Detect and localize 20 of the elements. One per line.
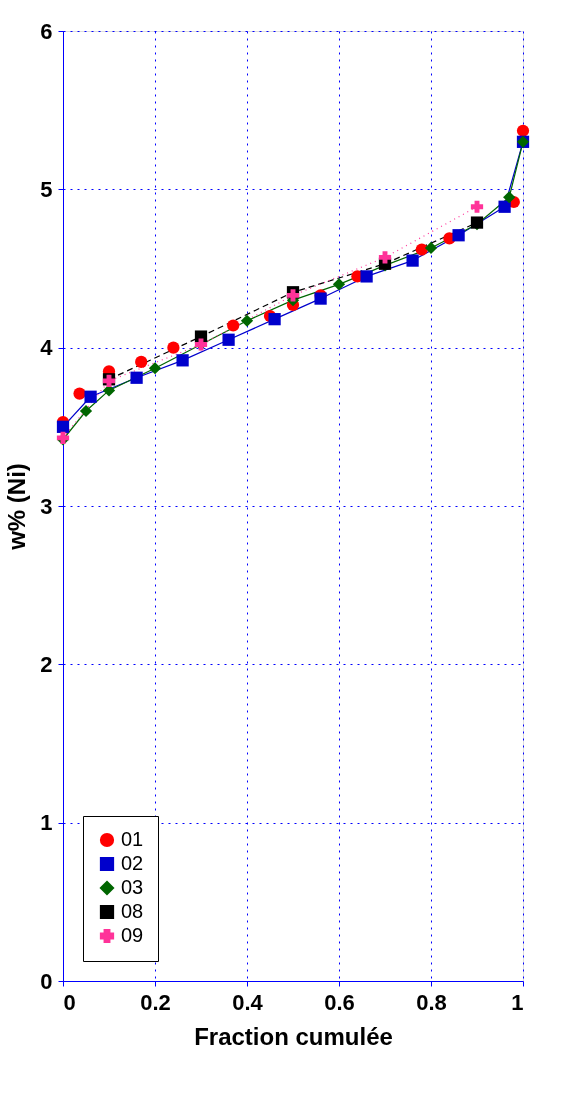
x-tick-label: 0 [63, 989, 76, 1015]
x-tick-label: 0.6 [324, 989, 355, 1015]
y-axis-title: w% (Ni) [3, 463, 31, 551]
y-tick-label: 2 [40, 651, 53, 677]
legend-label: 01 [121, 828, 144, 850]
legend-label: 09 [121, 924, 144, 946]
y-tick-label: 3 [40, 493, 53, 519]
legend-label: 03 [121, 876, 144, 898]
x-tick-label: 0.8 [416, 989, 447, 1015]
x-axis-title: Fraction cumulée [194, 1022, 393, 1050]
y-tick-label: 5 [40, 176, 53, 202]
y-tick-label: 1 [40, 810, 53, 836]
legend-label: 08 [121, 900, 144, 922]
y-tick-label: 4 [40, 335, 54, 361]
y-tick-label: 6 [40, 18, 53, 44]
y-tick-label: 0 [40, 968, 53, 994]
x-tick-label: 0.2 [140, 989, 171, 1015]
x-tick-label: 0.4 [232, 989, 264, 1015]
x-tick-label: 1 [511, 989, 524, 1015]
legend-label: 02 [121, 852, 144, 874]
